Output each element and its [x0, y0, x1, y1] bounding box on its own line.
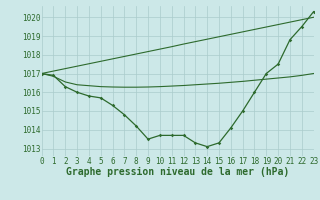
X-axis label: Graphe pression niveau de la mer (hPa): Graphe pression niveau de la mer (hPa) [66, 167, 289, 177]
